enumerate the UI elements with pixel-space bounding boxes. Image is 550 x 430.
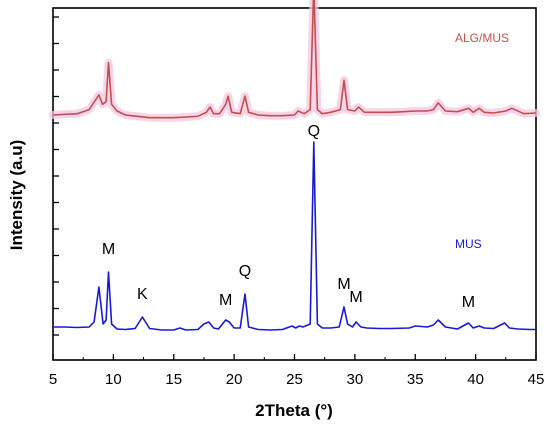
series-label: MUS [455, 237, 482, 251]
series-band [49, 0, 540, 122]
x-tick-label: 40 [467, 371, 484, 388]
x-tick-label: 45 [528, 371, 545, 388]
series-layer [49, 0, 540, 331]
series-label: ALG/MUS [455, 31, 509, 45]
peak-label: Q [239, 263, 251, 280]
series-labels: ALG/MUS MUS [455, 31, 509, 251]
x-axis-title: 2Theta (°) [255, 401, 333, 420]
peak-label: K [137, 286, 148, 303]
peak-label: M [337, 276, 350, 293]
peak-label: M [102, 241, 115, 258]
peak-label: Q [308, 123, 320, 140]
y-axis-ticks [53, 16, 59, 336]
x-tick-label: 30 [347, 371, 364, 388]
x-tick-label: 10 [105, 371, 122, 388]
y-axis-title: Intensity (a.u) [7, 140, 26, 251]
peak-label: M [462, 294, 475, 311]
x-tick-label: 15 [165, 371, 182, 388]
peak-label: M [219, 292, 232, 309]
x-tick-label: 35 [407, 371, 424, 388]
x-tick-label: 5 [49, 371, 57, 388]
x-tick-label: 25 [286, 371, 303, 388]
x-axis-ticks: 5 10 15 20 25 30 35 40 45 [49, 354, 545, 388]
series-line [52, 0, 537, 119]
peak-label: M [349, 289, 362, 306]
x-tick-label: 20 [226, 371, 243, 388]
series-line [53, 141, 536, 331]
